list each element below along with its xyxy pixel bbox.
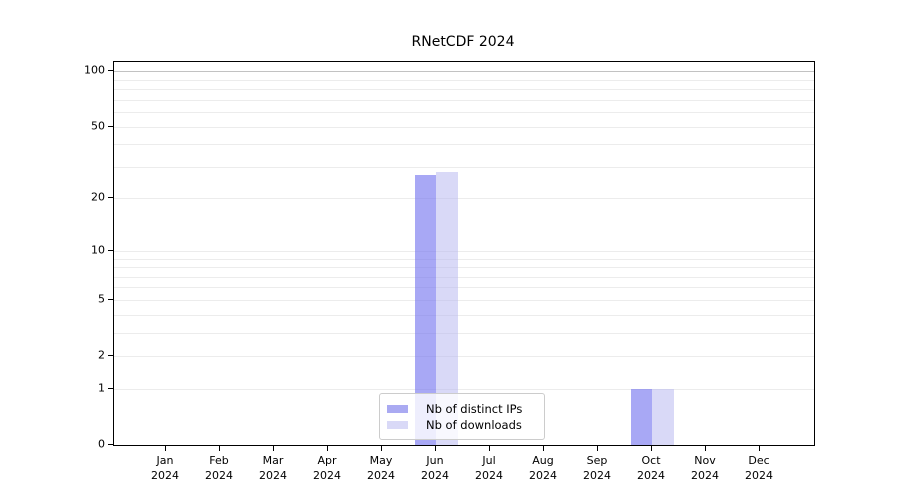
gridline-5 (114, 299, 814, 301)
legend-swatch-icon (387, 420, 408, 429)
y-tick-mark-2 (108, 355, 113, 356)
y-tick-label-10: 10 (91, 243, 105, 257)
x-tick-label-mar: Mar 2024 (259, 454, 287, 482)
x-tick-mark-nov (705, 446, 706, 451)
x-tick-label-oct: Oct 2024 (637, 454, 665, 482)
gridline-70 (114, 99, 814, 101)
gridline-6 (114, 287, 814, 289)
x-tick-label-jul: Jul 2024 (475, 454, 503, 482)
x-tick-mark-sep (597, 446, 598, 451)
legend-label: Nb of downloads (426, 417, 522, 432)
gridline-60 (114, 111, 814, 113)
y-tick-label-50: 50 (91, 119, 105, 132)
y-tick-mark-100 (108, 70, 113, 72)
gridline-4 (114, 314, 814, 316)
x-tick-label-aug: Aug 2024 (529, 454, 557, 482)
bar-nb-of-downloads-jun (436, 172, 458, 445)
x-tick-mark-feb (219, 446, 220, 451)
gridline-50 (114, 126, 814, 128)
gridline-30 (114, 166, 814, 168)
y-tick-mark-0 (108, 444, 113, 445)
legend-swatch-icon (387, 404, 408, 413)
x-tick-mark-jun (435, 446, 436, 451)
gridline-20 (114, 198, 814, 200)
gridline-3 (114, 332, 814, 334)
gridline-80 (114, 89, 814, 90)
y-tick-mark-1 (108, 387, 113, 389)
x-tick-label-jun: Jun 2024 (421, 454, 449, 482)
x-tick-label-sep: Sep 2024 (583, 454, 611, 482)
y-tick-label-0: 0 (98, 437, 105, 451)
legend-row-1: Nb of downloads (387, 417, 536, 432)
y-tick-label-2: 2 (98, 348, 105, 362)
gridline-90 (114, 79, 814, 81)
x-tick-mark-dec (759, 446, 760, 451)
y-tick-mark-20 (108, 197, 113, 199)
gridline-1 (114, 388, 814, 390)
x-tick-label-may: May 2024 (367, 454, 395, 482)
gridline-8 (114, 267, 814, 268)
x-tick-label-jan: Jan 2024 (151, 454, 179, 482)
x-tick-mark-mar (273, 446, 274, 451)
legend: Nb of distinct IPs Nb of downloads (379, 393, 545, 440)
gridline-10 (114, 250, 814, 252)
x-tick-label-nov: Nov 2024 (691, 454, 719, 482)
x-tick-label-dec: Dec 2024 (745, 454, 773, 482)
x-tick-label-apr: Apr 2024 (313, 454, 341, 482)
x-tick-mark-may (381, 446, 382, 451)
y-tick-label-100: 100 (84, 63, 105, 77)
chart-title: RNetCDF 2024 (411, 34, 515, 50)
gridline-40 (114, 144, 814, 146)
plot-area: Nb of distinct IPs Nb of downloads (113, 61, 815, 446)
y-tick-label-5: 5 (98, 292, 105, 306)
legend-label: Nb of distinct IPs (426, 401, 523, 416)
x-tick-mark-aug (543, 446, 544, 451)
gridline-7 (114, 276, 814, 278)
x-tick-mark-apr (327, 446, 328, 451)
gridline-2 (114, 356, 814, 357)
bar-nb-of-downloads-oct (652, 388, 674, 445)
gridline-100 (114, 71, 814, 73)
x-tick-mark-jan (165, 446, 166, 451)
x-tick-mark-oct (651, 446, 652, 451)
bar-nb-of-distinct-ips-oct (630, 388, 652, 445)
gridline-9 (114, 258, 814, 260)
y-tick-label-20: 20 (91, 190, 105, 204)
bar-nb-of-distinct-ips-jun (414, 175, 436, 445)
legend-row-0: Nb of distinct IPs (387, 401, 536, 416)
y-tick-label-1: 1 (98, 381, 105, 395)
y-tick-mark-50 (108, 125, 113, 127)
x-tick-mark-jul (489, 446, 490, 451)
y-tick-mark-10 (108, 249, 113, 251)
y-tick-mark-5 (108, 298, 113, 300)
x-tick-label-feb: Feb 2024 (205, 454, 233, 482)
